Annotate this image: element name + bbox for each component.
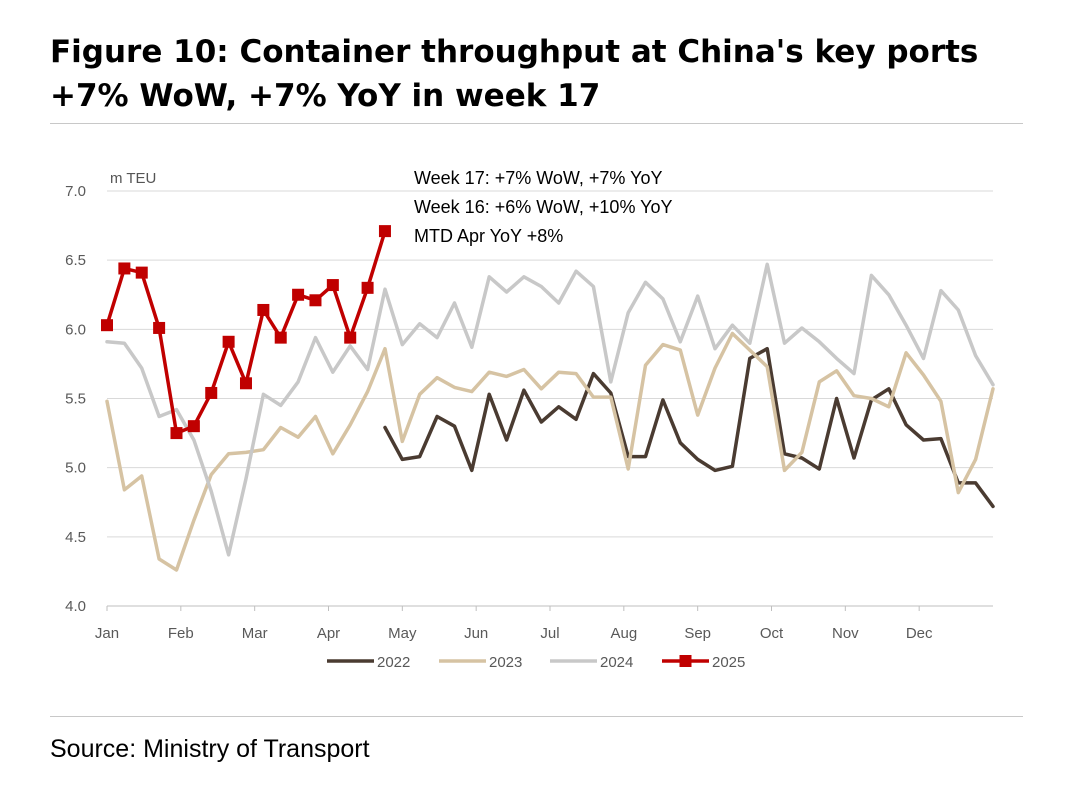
y-tick-label: 5.5 (65, 391, 86, 408)
series-lines (101, 225, 995, 572)
y-tick-label: 6.0 (65, 321, 86, 338)
series-2022 (383, 346, 995, 509)
data-point (257, 303, 270, 316)
series-line-2025 (105, 229, 387, 435)
legend-marker (679, 655, 692, 667)
data-point (239, 377, 252, 390)
legend-label: 2025 (712, 654, 745, 671)
y-axis-ticks: 4.0 4.5 5.0 5.5 6.0 6.5 7.0 (65, 183, 86, 615)
annotations: Week 17: +7% WoW, +7% YoY Week 16: +6% Wo… (414, 168, 673, 246)
x-tick-label: Mar (242, 625, 268, 642)
legend-label: 2024 (600, 654, 633, 671)
series-2023 (105, 331, 995, 572)
series-line-2022 (383, 346, 995, 509)
data-point (274, 331, 287, 344)
data-point (101, 319, 113, 332)
x-tick-label: May (388, 625, 417, 642)
x-tick-label: Jul (540, 625, 559, 642)
data-point (118, 262, 131, 275)
x-tick-label: Jun (464, 625, 488, 642)
y-unit-label: m TEU (110, 170, 156, 187)
legend-label: 2022 (377, 654, 410, 671)
data-point (361, 281, 374, 294)
bottom-divider (50, 716, 1023, 717)
source-note: Source: Ministry of Transport (50, 735, 370, 763)
x-tick-label: Aug (610, 625, 637, 642)
data-point (378, 225, 391, 238)
x-tick-label: Nov (832, 625, 859, 642)
x-tick-label: Oct (760, 625, 784, 642)
annotation-text: Week 17: +7% WoW, +7% YoY (414, 168, 662, 188)
series-2025 (101, 225, 391, 440)
x-tick-label: Sep (684, 625, 711, 642)
x-tick-label: Dec (906, 625, 933, 642)
data-point (135, 266, 148, 279)
gridlines (107, 190, 993, 607)
y-tick-label: 5.0 (65, 460, 86, 477)
series-line-2024 (105, 262, 995, 557)
data-point (187, 420, 200, 433)
series-line-2023 (105, 331, 995, 572)
chart-title: Figure 10: Container throughput at China… (50, 34, 979, 114)
legend-label: 2023 (489, 654, 522, 671)
y-tick-label: 4.5 (65, 529, 86, 546)
x-tick-label: Jan (95, 625, 119, 642)
x-tick-label: Apr (317, 625, 340, 642)
data-point (344, 331, 357, 344)
series-2024 (105, 262, 995, 557)
annotation-text: Week 16: +6% WoW, +10% YoY (414, 197, 673, 217)
line-chart: m TEU 4.0 4.5 5.0 5.5 6.0 6.5 7.0 Jan Feb Mar Apr… (65, 168, 995, 671)
y-tick-label: 4.0 (65, 598, 86, 615)
x-tick-label: Feb (168, 625, 194, 642)
data-point (309, 294, 322, 307)
legend: 2022 2023 2024 2025 (327, 654, 745, 671)
annotation-text: MTD Apr YoY +8% (414, 226, 563, 246)
data-point (292, 288, 305, 301)
x-axis-ticks: Jan Feb Mar Apr May Jun Jul Aug Sep Oct Nov Dec (95, 606, 933, 642)
data-point (170, 427, 183, 440)
data-point (153, 321, 166, 334)
y-tick-label: 6.5 (65, 252, 86, 269)
data-point (326, 279, 339, 292)
y-tick-label: 7.0 (65, 183, 86, 200)
data-point (222, 335, 235, 348)
top-divider (50, 123, 1023, 124)
data-point (205, 386, 218, 399)
